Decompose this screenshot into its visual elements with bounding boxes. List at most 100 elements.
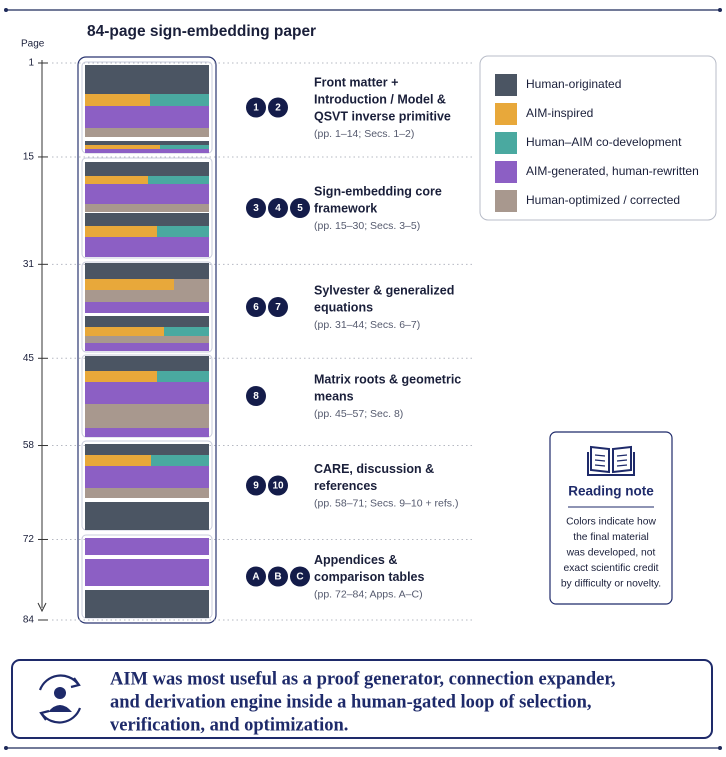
- section-pages: (pp. 31–44; Secs. 6–7): [314, 319, 420, 331]
- strip: [85, 488, 209, 498]
- section-pages: (pp. 1–14; Secs. 1–2): [314, 128, 414, 140]
- title: 84-page sign-embedding paper: [87, 23, 316, 40]
- badge: [246, 198, 266, 218]
- badge-label: 5: [297, 203, 303, 214]
- tick-label: 1: [28, 58, 34, 69]
- strip: [85, 371, 157, 382]
- legend-swatch: [495, 190, 517, 212]
- badge-label: 2: [275, 103, 281, 114]
- strip: [85, 263, 209, 279]
- strip: [85, 149, 209, 153]
- section-title: Sign-embedding core: [314, 184, 442, 198]
- book-icon: [587, 445, 635, 476]
- banner-line: verification, and optimization.: [110, 715, 348, 735]
- legend-swatch: [495, 132, 517, 154]
- section-pages: (pp. 58–71; Secs. 9–10 + refs.): [314, 497, 458, 509]
- strip: [85, 106, 209, 128]
- section-title: Matrix roots & geometric: [314, 372, 461, 386]
- strip: [85, 327, 164, 336]
- strip: [164, 327, 209, 336]
- strip: [85, 444, 209, 455]
- badge: [290, 198, 310, 218]
- strip: [85, 204, 209, 212]
- strip: [85, 141, 209, 145]
- tick-label: 72: [23, 534, 35, 545]
- note-line: was developed, not: [566, 548, 656, 559]
- strip: [85, 502, 209, 530]
- badge-label: 7: [275, 302, 281, 313]
- strip: [85, 226, 157, 237]
- tick-label: 84: [23, 615, 35, 626]
- tick-label: 15: [23, 152, 35, 163]
- section-title: Appendices &: [314, 553, 397, 567]
- section-pages: (pp. 72–84; Apps. A–C): [314, 588, 423, 600]
- note-line: the final material: [573, 532, 649, 543]
- strip: [85, 538, 209, 555]
- badge: [246, 566, 266, 587]
- badge-label: 4: [275, 203, 281, 214]
- badge: [246, 475, 266, 496]
- strip: [160, 145, 209, 149]
- section-title: means: [314, 389, 354, 403]
- strip: [157, 371, 209, 382]
- legend-label: AIM-inspired: [526, 106, 593, 120]
- axis-arrow: [37, 602, 47, 613]
- note-title: Reading note: [568, 484, 654, 499]
- section-pages: (pp. 15–30; Secs. 3–5): [314, 220, 420, 232]
- section-title: references: [314, 479, 377, 493]
- section-box: [81, 157, 213, 259]
- badge: [246, 97, 266, 118]
- section-title: framework: [314, 201, 377, 215]
- section-title: comparison tables: [314, 570, 424, 584]
- legend-box: [479, 55, 717, 221]
- legend-swatch: [495, 74, 517, 96]
- strip: [85, 466, 209, 488]
- strip: [151, 455, 209, 466]
- badge: [246, 386, 266, 406]
- strip: [85, 590, 209, 618]
- badge: [268, 97, 288, 118]
- strip: [85, 145, 160, 149]
- section-box: [81, 261, 213, 353]
- badge-label: A: [252, 572, 259, 583]
- section-title: equations: [314, 300, 373, 314]
- strip: [85, 356, 209, 371]
- badge: [268, 198, 288, 218]
- section-title: CARE, discussion &: [314, 462, 434, 476]
- note-box: [549, 431, 673, 605]
- legend-label: Human–AIM co-development: [526, 135, 682, 149]
- badge-label: 9: [253, 481, 259, 492]
- note-line: by difficulty or novelty.: [561, 579, 661, 590]
- badge: [268, 297, 288, 317]
- badge-label: C: [296, 572, 303, 583]
- section-title: Front matter +: [314, 75, 398, 89]
- section-title: Introduction / Model &: [314, 92, 446, 106]
- badge: [290, 566, 310, 587]
- badge-label: 3: [253, 203, 259, 214]
- banner-box: [11, 659, 713, 739]
- badge-label: B: [274, 572, 281, 583]
- strip: [85, 428, 209, 437]
- strip: [85, 455, 151, 466]
- strip: [85, 559, 209, 586]
- banner-line: and derivation engine inside a human-gat…: [110, 692, 592, 712]
- strip: [85, 162, 209, 176]
- section-title: QSVT inverse primitive: [314, 109, 451, 123]
- strip: [85, 279, 174, 290]
- badge-label: 1: [253, 103, 259, 114]
- badge: [268, 566, 288, 587]
- legend-label: Human-originated: [526, 77, 621, 91]
- strip: [174, 279, 209, 290]
- section-pages: (pp. 45–57; Sec. 8): [314, 408, 403, 420]
- rule-dot: [4, 8, 8, 12]
- strip: [85, 404, 209, 428]
- tick-label: 31: [23, 259, 35, 270]
- banner-icon: [38, 674, 82, 724]
- legend-swatch: [495, 161, 517, 183]
- strip: [85, 343, 209, 351]
- strip: [85, 94, 150, 106]
- strip: [85, 128, 209, 137]
- axis-label: Page: [21, 39, 45, 50]
- tick-label: 45: [23, 353, 35, 364]
